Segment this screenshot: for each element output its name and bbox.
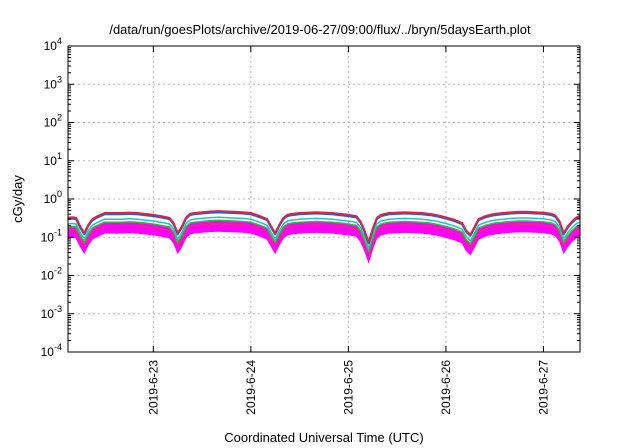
y-tick-label: 10-1 [41, 227, 62, 244]
y-tick-label: 101 [44, 151, 62, 168]
series-line-1 [67, 210, 581, 243]
series-line-5 [67, 223, 581, 256]
y-tick-label: 10-2 [41, 266, 62, 283]
x-axis-label: Coordinated Universal Time (UTC) [224, 430, 423, 445]
y-tick-label: 10-3 [41, 304, 62, 321]
y-tick-label: 104 [44, 36, 62, 53]
y-tick-label: 102 [44, 113, 62, 130]
y-tick-label: 103 [44, 74, 62, 91]
axis-ticks: 10-4 10-3 10-2 10-1 100 101 102 103 104 2019-6-23… [41, 36, 580, 415]
x-tick-label: 2019-6-24 [244, 360, 258, 415]
y-tick-label: 100 [44, 189, 62, 206]
grid [68, 46, 580, 352]
x-tick-label: 2019-6-25 [341, 360, 355, 415]
x-tick-label: 2019-6-27 [536, 360, 550, 415]
plot-area [67, 210, 581, 264]
series-line-3 [67, 216, 581, 249]
y-axis-label: cGy/day [10, 175, 25, 223]
y-tick-label: 10-4 [41, 342, 62, 359]
x-tick-label: 2019-6-26 [439, 360, 453, 415]
chart-title: /data/run/goesPlots/archive/2019-06-27/0… [109, 22, 531, 37]
series-line-4 [67, 219, 581, 252]
series-line-2 [67, 211, 581, 245]
x-tick-label: 2019-6-23 [146, 360, 160, 415]
